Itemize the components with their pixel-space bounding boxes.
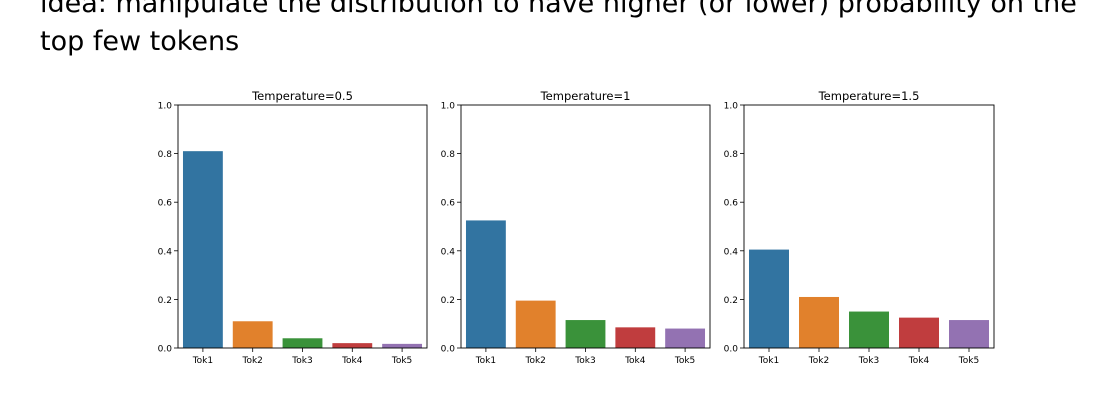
bar-2-tok1 — [465, 220, 506, 348]
y-tick-label-1: 0.2 — [158, 296, 172, 306]
x-tick-label-1: Tok3 — [291, 356, 312, 366]
bar-3-tok3 — [849, 311, 889, 348]
y-tick-label-2: 1.0 — [441, 102, 456, 112]
x-tick-label-3: Tok2 — [808, 356, 829, 366]
bar-1-tok1 — [182, 151, 223, 348]
x-tick-label-3: Tok3 — [858, 356, 879, 366]
y-tick-label-2: 0.0 — [441, 345, 456, 355]
bar-1-tok4 — [332, 343, 373, 348]
bar-2-tok2 — [515, 300, 556, 348]
y-tick-label-3: 0.2 — [724, 296, 738, 306]
y-tick-label-3: 0.8 — [724, 150, 739, 160]
y-tick-label-3: 1.0 — [724, 102, 739, 112]
bar-3-tok5 — [949, 320, 989, 348]
x-tick-label-2: Tok1 — [475, 356, 496, 366]
x-tick-label-2: Tok2 — [524, 356, 545, 366]
y-tick-label-2: 0.8 — [441, 150, 456, 160]
y-tick-label-3: 0.4 — [724, 247, 739, 257]
y-tick-label-1: 0.6 — [158, 199, 173, 209]
bar-2-tok4 — [615, 327, 656, 348]
chart-title-1: Temperature=0.5 — [251, 89, 353, 103]
x-tick-label-2: Tok4 — [624, 356, 646, 366]
bar-1-tok2 — [232, 321, 273, 348]
y-tick-label-2: 0.2 — [441, 296, 455, 306]
y-tick-label-1: 0.8 — [158, 150, 173, 160]
x-tick-label-1: Tok4 — [341, 356, 363, 366]
slide-text-line-1: idea: manipulate the distribution to hav… — [40, 0, 1077, 19]
bar-1-tok5 — [382, 343, 423, 348]
x-tick-label-3: Tok1 — [758, 356, 779, 366]
y-tick-label-1: 0.4 — [158, 247, 173, 257]
chart-title-2: Temperature=1 — [540, 89, 631, 103]
bar-3-tok4 — [899, 317, 939, 348]
x-tick-label-2: Tok5 — [674, 356, 695, 366]
y-tick-label-3: 0.6 — [724, 199, 739, 209]
slide-text-line-2: top few tokens — [40, 26, 240, 57]
y-tick-label-2: 0.4 — [441, 247, 456, 257]
x-tick-label-3: Tok5 — [958, 356, 979, 366]
bar-1-tok3 — [282, 338, 323, 348]
x-tick-label-1: Tok1 — [192, 356, 213, 366]
x-tick-label-2: Tok3 — [574, 356, 595, 366]
chart-title-3: Temperature=1.5 — [818, 89, 920, 103]
x-tick-label-3: Tok4 — [908, 356, 930, 366]
y-tick-label-1: 0.0 — [158, 345, 173, 355]
x-tick-label-1: Tok2 — [241, 356, 262, 366]
bar-3-tok2 — [799, 296, 839, 348]
bar-2-tok5 — [665, 328, 706, 348]
y-tick-label-2: 0.6 — [441, 199, 456, 209]
bar-3-tok1 — [749, 249, 789, 348]
bar-2-tok3 — [565, 320, 606, 348]
x-tick-label-1: Tok5 — [391, 356, 412, 366]
y-tick-label-1: 1.0 — [158, 102, 173, 112]
y-tick-label-3: 0.0 — [724, 345, 739, 355]
